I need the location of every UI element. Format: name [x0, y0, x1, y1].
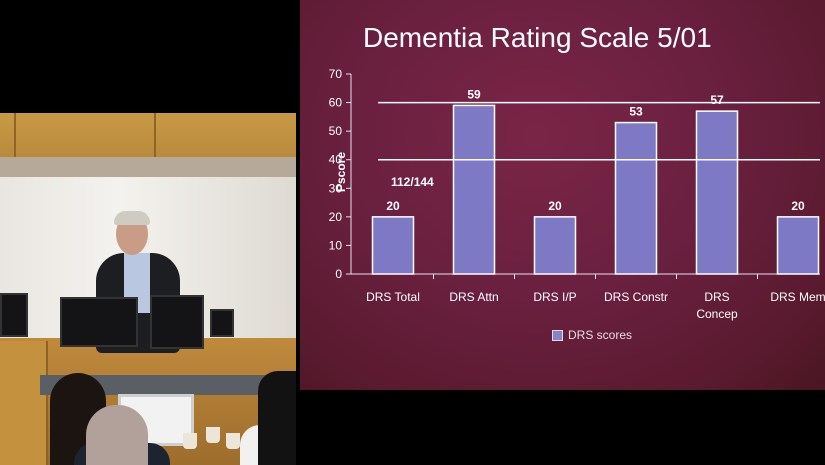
audience-member-head [86, 405, 148, 465]
y-tick-label: 70 [329, 67, 343, 81]
bar [614, 121, 658, 275]
x-tick-label: DRS I/P [533, 290, 576, 304]
legend-label: DRS scores [568, 328, 633, 342]
y-tick-label: 20 [329, 210, 343, 224]
chart-annotation: 112/144 [391, 175, 434, 189]
bar [452, 104, 496, 275]
bar [776, 216, 820, 275]
data-label: 57 [710, 93, 724, 107]
cup [206, 427, 220, 443]
x-tick-label: DRS Mem [770, 290, 825, 304]
presentation-slide: Dementia Rating Scale 5/01 0 10 20 30 40 50 60… [300, 0, 825, 390]
y-tick-label: 50 [329, 124, 343, 138]
bar [533, 216, 577, 275]
monitor-right [150, 295, 204, 349]
audience-member [258, 371, 296, 465]
speaker-hair [114, 211, 150, 225]
y-tick-label: 30 [329, 181, 343, 195]
wood-paneling-top [0, 113, 296, 157]
legend-swatch [552, 329, 563, 341]
x-tick-label: Concep [696, 307, 738, 321]
data-label: 59 [467, 87, 481, 101]
data-label: 20 [548, 199, 562, 213]
y-tick-label: 0 [335, 267, 342, 281]
lecture-room-video [0, 113, 296, 465]
bar [695, 110, 739, 275]
monitor-center [60, 297, 138, 347]
small-screen [210, 309, 234, 337]
bar [371, 216, 415, 275]
y-tick-label: 40 [329, 153, 343, 167]
y-tick-label: 10 [329, 238, 343, 252]
podium [0, 341, 48, 465]
chart-legend: DRS scores [552, 328, 632, 342]
data-label: 20 [386, 199, 400, 213]
x-tick-label: DRS Total [366, 290, 420, 304]
slide-title: Dementia Rating Scale 5/01 [363, 22, 712, 53]
bar-chart: 0 10 20 30 40 50 60 70 Pscore 20 DRS Total 59 DRS At… [329, 67, 825, 321]
y-tick-label: 60 [329, 96, 343, 110]
x-tick-label: DRS Attn [449, 290, 498, 304]
cup [183, 433, 197, 449]
wall-trim [0, 157, 296, 177]
y-axis-label: Pscore [334, 152, 348, 192]
x-tick-label: DRS [704, 290, 729, 304]
data-label: 20 [791, 199, 805, 213]
data-label: 53 [629, 105, 643, 119]
x-tick-label: DRS Constr [604, 290, 668, 304]
cup [226, 433, 240, 449]
monitor-left [0, 293, 28, 337]
